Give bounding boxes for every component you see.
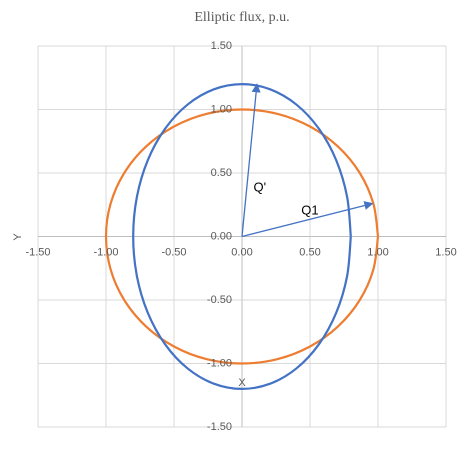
arrow-label: Q' (253, 180, 266, 195)
y-tick-label: -1.00 (207, 357, 232, 369)
arrow (241, 201, 374, 238)
y-axis-label: Y (12, 233, 24, 241)
x-tick-label: 1.50 (435, 246, 456, 258)
x-tick-label: 0.50 (299, 246, 320, 258)
x-tick-label: 1.00 (367, 246, 388, 258)
chart-title: Elliptic flux, p.u. (194, 10, 289, 25)
y-tick-label: 0.50 (211, 167, 232, 179)
series-line (132, 82, 352, 391)
arrow-label: Q1 (301, 202, 318, 217)
y-tick-label: 1.00 (211, 103, 232, 115)
arrow (241, 83, 261, 237)
y-tick-label: -0.50 (207, 294, 232, 306)
x-tick-label: 0.00 (231, 246, 252, 258)
x-tick-label: -0.50 (161, 246, 186, 258)
y-tick-label: 0.00 (211, 230, 232, 242)
y-tick-label: 1.50 (211, 40, 232, 52)
series-line (104, 108, 380, 365)
x-tick-label: -1.00 (93, 246, 118, 258)
y-tick-label: -1.50 (207, 421, 232, 433)
x-tick-label: -1.50 (25, 246, 50, 258)
x-axis-label: X (238, 377, 246, 389)
